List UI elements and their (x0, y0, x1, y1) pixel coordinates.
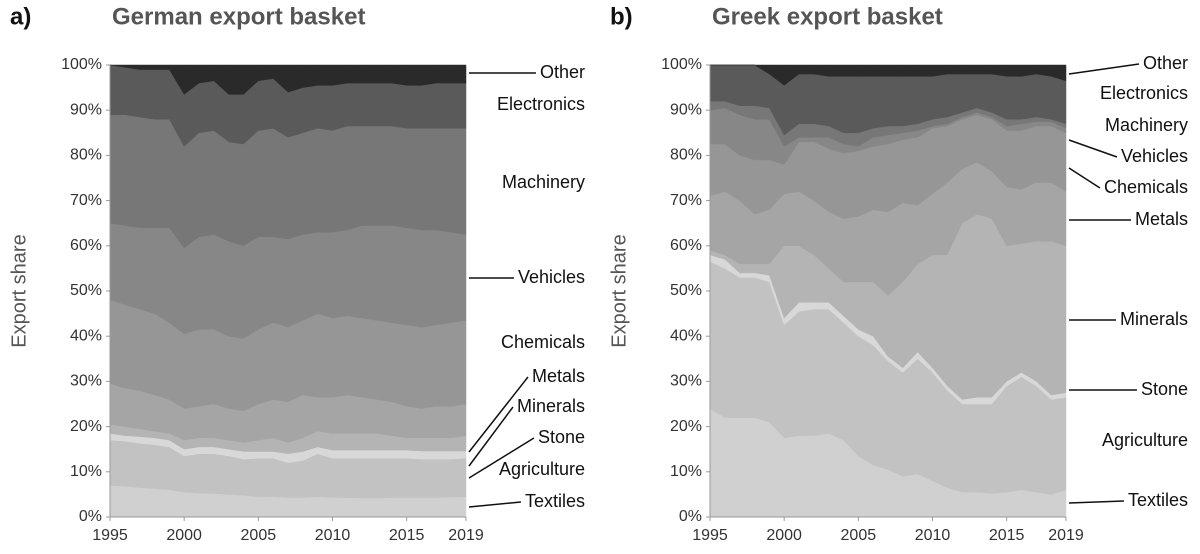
series-label: Textiles (1128, 490, 1188, 510)
y-tick-label: 0% (679, 508, 702, 525)
y-tick-label: 20% (670, 418, 702, 435)
y-axis-label: Export share (608, 234, 630, 347)
panel-label: b) (610, 3, 633, 30)
y-tick-label: 60% (70, 237, 102, 254)
x-tick-label: 2019 (1048, 527, 1084, 544)
chart-title: Greek export basket (712, 3, 943, 30)
chart-panel: b) Greek export basket Export share 0% 10% 20… (608, 3, 1188, 544)
series-label: Textiles (525, 491, 585, 511)
y-tick-label: 30% (670, 373, 702, 390)
y-tick-label: 0% (79, 508, 102, 525)
y-tick-label: 50% (670, 282, 702, 299)
y-tick-label: 50% (70, 282, 102, 299)
series-label: Minerals (517, 396, 585, 416)
series-label: Minerals (1120, 309, 1188, 329)
series-label: Chemicals (501, 332, 585, 352)
x-tick-label: 2005 (841, 527, 877, 544)
area (710, 64, 1067, 86)
x-tick-label: 2015 (989, 527, 1025, 544)
y-tick-label: 60% (670, 237, 702, 254)
x-tick-label: 2019 (448, 527, 484, 544)
y-tick-label: 40% (70, 327, 102, 344)
y-tick-label: 80% (70, 147, 102, 164)
series-label: Agriculture (499, 459, 585, 479)
y-tick-label: 10% (70, 463, 102, 480)
y-tick-label: 40% (670, 327, 702, 344)
series-label: Agriculture (1102, 430, 1188, 450)
x-tick-label: 2005 (241, 527, 277, 544)
panel-label: a) (10, 3, 31, 30)
x-tick-label: 2000 (166, 527, 202, 544)
y-tick-label: 100% (61, 56, 102, 73)
leader-line (468, 406, 514, 467)
series-label: Machinery (502, 172, 585, 192)
series-label: Metals (1135, 209, 1188, 229)
leader-line (1068, 63, 1140, 75)
y-tick-label: 70% (670, 192, 702, 209)
x-tick-label: 1995 (692, 527, 728, 544)
area (109, 64, 467, 95)
y-axis-label: Export share (8, 234, 30, 347)
y-tick-label: 100% (661, 56, 702, 73)
y-tick-label: 80% (670, 147, 702, 164)
series-label: Stone (1141, 379, 1188, 399)
series-label: Chemicals (1104, 177, 1188, 197)
leader-line (1068, 167, 1101, 189)
series-label: Other (1143, 53, 1188, 73)
leader-line (468, 437, 535, 479)
x-tick-label: 2000 (766, 527, 802, 544)
y-tick-label: 20% (70, 418, 102, 435)
y-tick-label: 90% (670, 101, 702, 118)
series-label: Other (540, 62, 585, 82)
series-label: Stone (538, 427, 585, 447)
x-tick-label: 2010 (915, 527, 951, 544)
x-tick-label: 2010 (315, 527, 351, 544)
series-label: Machinery (1105, 115, 1188, 135)
series-label: Electronics (497, 94, 585, 114)
leader-line (468, 501, 522, 508)
leader-line (468, 376, 529, 453)
leader-line (1068, 139, 1118, 158)
series-label: Vehicles (1121, 146, 1188, 166)
series-label: Metals (532, 366, 585, 386)
series-label: Electronics (1100, 83, 1188, 103)
x-tick-label: 2015 (389, 527, 425, 544)
leader-line (1068, 500, 1124, 504)
x-tick-label: 1995 (92, 527, 128, 544)
y-tick-label: 10% (670, 463, 702, 480)
chart-panel: a) German export basket Export share 0% 10% 2… (8, 3, 585, 544)
series-label: Vehicles (518, 267, 585, 287)
y-tick-label: 70% (70, 192, 102, 209)
chart-title: German export basket (112, 3, 365, 30)
y-tick-label: 30% (70, 373, 102, 390)
y-tick-label: 90% (70, 101, 102, 118)
